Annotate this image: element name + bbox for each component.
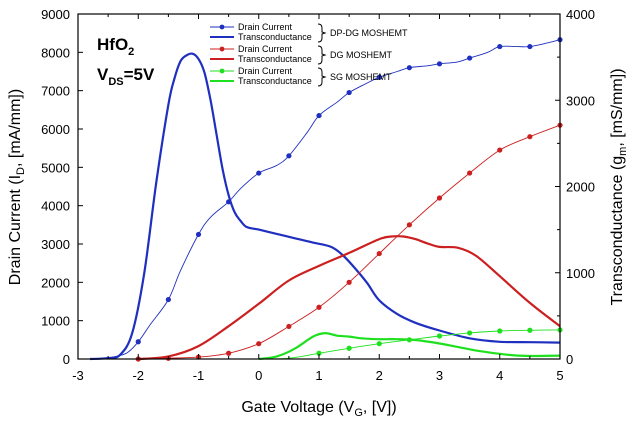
y-left-tick-label: 9000 (41, 7, 70, 22)
annotation-material: HfO2 (97, 35, 134, 58)
legend-marker-sg-moshemt (219, 68, 225, 74)
dp-dg-drain-current-point (497, 43, 503, 50)
legend-label-dg-moshemt-gm: Transconductance (238, 54, 312, 64)
legend-device-dg-moshemt: DG MOSHEMT (330, 50, 393, 60)
y-axis-left-label: Drain Current (ID, [mA/mm]) (7, 89, 27, 285)
sg-drain-current-point (346, 345, 352, 351)
y-left-tick-label: 4000 (41, 199, 70, 214)
x-tick-label: 5 (556, 368, 563, 383)
y-right-tick-label: 3000 (566, 93, 595, 108)
y-left-tick-label: 7000 (41, 84, 70, 99)
x-axis-label: Gate Voltage (VG, [V]) (241, 399, 396, 419)
dp-dg-drain-current-point (376, 74, 382, 80)
y-left-tick-label: 3000 (41, 237, 70, 252)
dp-dg-drain-current-point (195, 231, 202, 238)
legend-label-dp-dg-moshemt-gm: Transconductance (238, 32, 312, 42)
dg-drain-current-point (527, 134, 533, 140)
x-tick-label: 2 (376, 368, 383, 383)
dg-drain-current-point (286, 323, 292, 330)
legend-label-dp-dg-moshemt-current: Drain Current (238, 22, 293, 32)
legend-device-sg-moshemt: SG MOSHEMT (330, 72, 392, 82)
dg-drain-current-point (316, 304, 322, 310)
ticks-layer: -3 -2 -1 0 1 2 3 4 50100020003000400050006000700… (41, 7, 595, 383)
legend-brace (317, 45, 327, 65)
sg-transconductance-line (258, 332, 561, 361)
y-axis-right-label: Transconductance (gm, [mS/mm]) (609, 68, 629, 305)
legend-brace (317, 67, 327, 87)
dp-dg-drain-current-point (316, 112, 322, 119)
y-right-tick-label: 0 (566, 352, 573, 367)
dp-dg-drain-current-point (135, 339, 141, 345)
legend-device-dp-dg-moshemt: DP-DG MOSHEMT (330, 28, 408, 38)
x-tick-label: -1 (193, 368, 205, 383)
dg-drain-current-point (467, 170, 473, 176)
dg-drain-current-point (406, 222, 412, 228)
legend-label-sg-moshemt-gm: Transconductance (238, 76, 312, 86)
legend-brace (317, 23, 327, 43)
sg-drain-current-point (316, 350, 322, 356)
sg-drain-current-point (527, 327, 533, 333)
dp-dg-drain-current-point (406, 65, 412, 71)
dg-drain-current-point (346, 279, 352, 285)
dp-dg-drain-current-point (467, 55, 473, 61)
legend-label-sg-moshemt-current: Drain Current (238, 66, 293, 76)
sg-drain-current-point (467, 330, 473, 336)
dg-drain-current-point (256, 341, 262, 347)
sg-drain-current-point (436, 333, 443, 339)
x-tick-label: -2 (132, 368, 144, 383)
y-left-tick-label: 6000 (41, 122, 70, 137)
y-left-tick-label: 5000 (41, 160, 70, 175)
y-right-tick-label: 2000 (566, 180, 595, 195)
y-left-tick-label: 0 (63, 352, 70, 367)
y-left-tick-label: 1000 (41, 314, 70, 329)
dg-drain-current-point (226, 350, 232, 356)
dp-dg-drain-current-point (165, 296, 171, 303)
x-tick-label: 0 (255, 368, 262, 383)
dp-dg-drain-current-point (436, 61, 443, 67)
y-right-tick-label: 1000 (566, 266, 595, 281)
annotation-bias: VDS=5V (97, 65, 155, 88)
x-tick-label: 4 (496, 368, 503, 383)
dp-dg-transconductance-line (90, 52, 561, 361)
dp-dg-drain-current-point (256, 170, 262, 176)
sg-drain-current-point (497, 328, 503, 334)
dg-transconductance-line (138, 235, 561, 361)
legend-marker-dp-dg-moshemt (219, 24, 225, 30)
dg-drain-current-point (497, 147, 503, 153)
legend-marker-dg-moshemt (219, 46, 225, 52)
dp-dg-drain-current-point (527, 43, 533, 50)
dg-drain-current-point (376, 250, 382, 257)
dg-drain-current-point (436, 195, 443, 201)
series-layer (90, 37, 563, 362)
x-tick-label: 3 (436, 368, 443, 383)
legend-label-dg-moshemt-current: Drain Current (238, 44, 293, 54)
y-right-tick-label: 4000 (566, 7, 595, 22)
y-left-tick-label: 2000 (41, 275, 70, 290)
sg-drain-current-point (376, 341, 382, 347)
dp-dg-drain-current-point (286, 153, 292, 159)
y-left-tick-label: 8000 (41, 45, 70, 60)
x-tick-label: -3 (72, 368, 84, 383)
dp-dg-drain-current-point (346, 89, 352, 96)
x-tick-label: 1 (315, 368, 322, 383)
